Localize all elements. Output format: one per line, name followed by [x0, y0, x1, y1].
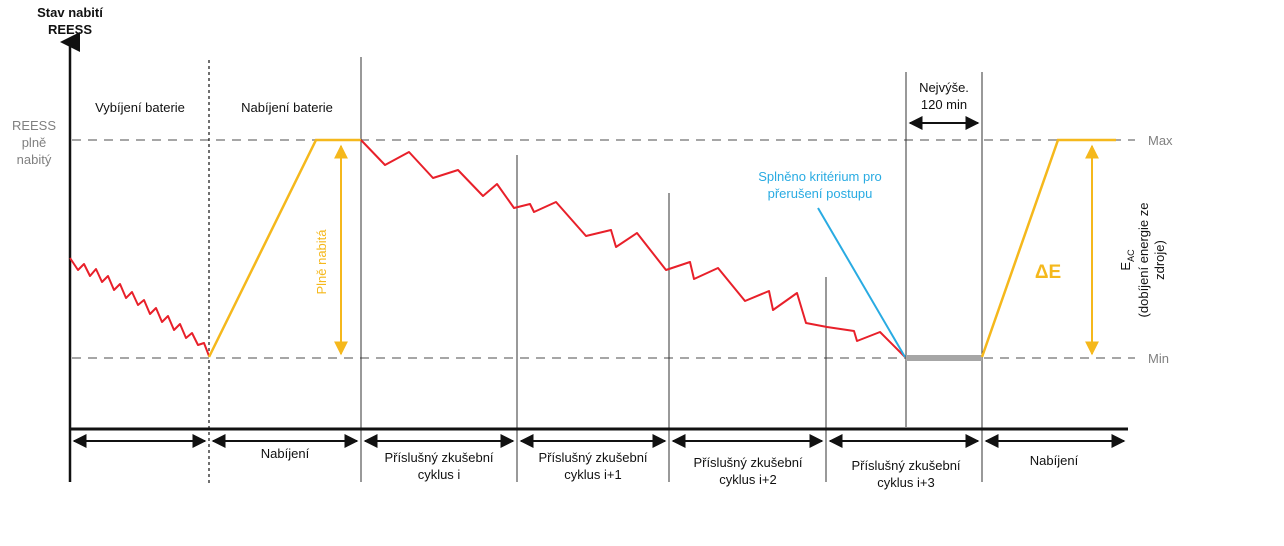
max-time-label-line2: 120 min [921, 97, 967, 112]
segment-label-cycle-i2-line2: cyklus i+2 [719, 472, 776, 487]
max-time-label-line1: Nejvýše. [919, 80, 969, 95]
phase-label-discharge: Vybíjení baterie [95, 100, 185, 115]
eac-main: E [1118, 262, 1133, 271]
segment-label-charge: Nabíjení [261, 446, 310, 461]
eac-subscript: AC [1126, 249, 1136, 262]
eac-line2: (dobíjení energie ze [1136, 203, 1151, 318]
eac-line3: zdroje) [1152, 240, 1167, 280]
segment-label-cycle-i3-line2: cyklus i+3 [877, 475, 934, 490]
discharge-curve-initial [69, 257, 210, 357]
fully-charged-label: Plně nabitá [314, 229, 329, 295]
criterion-label-line2: přerušení postupu [768, 186, 873, 201]
eac-label: EAC (dobíjení energie ze zdroje) [1118, 203, 1167, 318]
reess-full-label-line1: REESS [12, 118, 56, 133]
phase-label-charge: Nabíjení baterie [241, 100, 333, 115]
segment-label-recharge: Nabíjení [1030, 453, 1079, 468]
criterion-line [817, 207, 906, 358]
svg-text:EAC: EAC [1118, 249, 1136, 271]
segment-label-cycle-i2-line1: Příslušný zkušební [693, 455, 802, 470]
segment-label-cycle-i-line2: cyklus i [418, 467, 461, 482]
segment-label-cycle-i1-line2: cyklus i+1 [564, 467, 621, 482]
y-axis-title-line1: Stav nabití [37, 5, 103, 20]
min-level-label: Min [1148, 351, 1169, 366]
segment-label-cycle-i-line1: Příslušný zkušební [384, 450, 493, 465]
y-axis-title-line2: REESS [48, 22, 92, 37]
reess-full-label-line3: nabitý [17, 152, 52, 167]
delta-e-label: ΔE [1035, 262, 1061, 283]
segment-label-cycle-i3-line1: Příslušný zkušební [851, 458, 960, 473]
reess-full-label-line2: plně [22, 135, 47, 150]
max-level-label: Max [1148, 133, 1173, 148]
test-cycles-discharge-curve [360, 139, 906, 358]
criterion-label-line1: Splněno kritérium pro [758, 169, 882, 184]
segment-label-cycle-i1-line1: Příslušný zkušební [538, 450, 647, 465]
recharge-ramp-line [980, 138, 1116, 358]
charge-ramp-line [207, 138, 361, 358]
